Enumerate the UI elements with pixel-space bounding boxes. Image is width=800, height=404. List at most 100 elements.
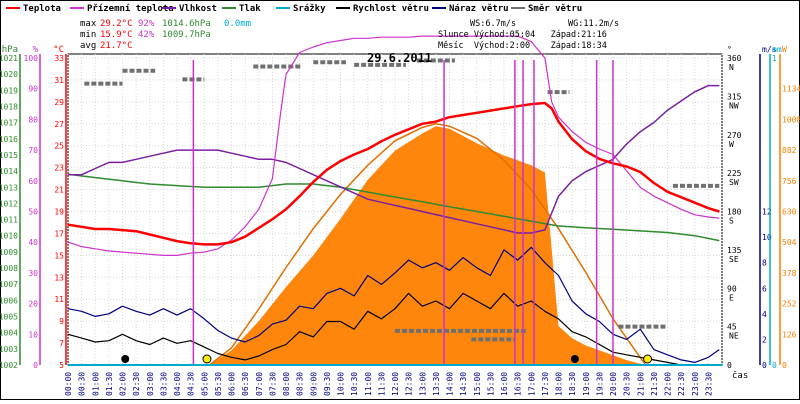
x-tick-label: 12:00: [391, 372, 400, 396]
left-axis-tick-label: 1011: [0, 216, 18, 225]
left-axis-tick-label: 1016: [0, 135, 18, 144]
left-axis-tick-label: 50: [28, 208, 38, 217]
stat-max-temp: 29.2°C: [100, 19, 133, 29]
x-tick-label: 10:30: [350, 372, 359, 396]
left-axis-tick-label: 1009: [0, 248, 18, 257]
stat-avg-label: avg: [80, 41, 96, 51]
right-axis-tick-label: 10: [762, 233, 772, 242]
right-axis-tick-label: 2: [762, 335, 767, 344]
left-axis-tick-label: 1015: [0, 151, 18, 160]
x-tick-label: 21:30: [650, 372, 659, 396]
right-axis-tick-label: 4: [762, 310, 767, 319]
moon-times: Měsíc Východ:2:00 Západ:18:34: [438, 41, 607, 51]
x-tick-label: 06:00: [228, 372, 237, 396]
x-tick-label: 21:00: [636, 372, 645, 396]
left-axis-tick-label: 1019: [0, 86, 18, 95]
right-axis-tick-label: 8: [762, 259, 767, 268]
left-axis-tick-label: 27: [54, 120, 64, 129]
stat-max-press: 1014.6hPa: [162, 19, 211, 29]
x-tick-label: 02:00: [119, 372, 128, 396]
x-tick-label: 23:30: [704, 372, 713, 396]
left-axis-tick-label: 1017: [0, 119, 18, 128]
x-tick-label: 01:00: [91, 372, 100, 396]
x-tick-label: 06:30: [241, 372, 250, 396]
left-axis-tick-label: 9: [59, 317, 64, 326]
left-axis-tick-label: 1007: [0, 280, 18, 289]
x-tick-label: 05:00: [200, 372, 209, 396]
wind-direction-label: SW: [729, 178, 739, 187]
right-axis-tick-label: 630: [782, 208, 797, 217]
x-tick-label: 07:30: [268, 372, 277, 396]
x-tick-label: 11:30: [377, 372, 386, 396]
legend: Teplota Přízemní teplota Vlhkost Tlak Srážky…: [6, 3, 582, 14]
wind-direction-label: NW: [729, 101, 739, 110]
legend-label-prizemni: Přízemní teplota: [87, 4, 174, 14]
stat-max-hum: 92%: [138, 19, 155, 29]
x-tick-label: 11:00: [364, 372, 373, 396]
left-axis-tick-label: 17: [54, 229, 64, 238]
right-axis-tick-label: 6: [762, 284, 767, 293]
left-axis-tick-label: 100: [24, 54, 39, 63]
stat-min-temp: 15.9°C: [100, 30, 133, 40]
left-axis-tick-label: 25: [54, 142, 64, 151]
left-axis-tick-label: 29: [54, 98, 64, 107]
stats-block: max 29.2°C 92% 1014.6hPa 0.0mm min 15.9°…: [80, 19, 251, 51]
x-tick-label: 10:00: [337, 372, 346, 396]
left-axis-tick-label: 20: [28, 300, 38, 309]
right-axis-tick-label: 270: [727, 131, 742, 140]
x-tick-label: 18:00: [555, 372, 564, 396]
right-axis-tick-label: 252: [782, 300, 797, 309]
left-axis-tick-label: 40: [28, 238, 38, 247]
x-tick-label: 15:00: [473, 372, 482, 396]
stat-max-label: max: [80, 19, 97, 29]
legend-label-naraz: Náraz větru: [449, 3, 509, 14]
x-tick-label: 03:30: [159, 372, 168, 396]
right-axis-tick-label: 378: [782, 269, 797, 278]
x-tick-label: 08:30: [296, 372, 305, 396]
x-tick-label: 23:00: [691, 372, 700, 396]
left-axis-tick-label: 30: [28, 269, 38, 278]
x-tick-label: 04:00: [173, 372, 182, 396]
wind-direction-label: N: [729, 63, 734, 72]
x-tick-label: 09:30: [323, 372, 332, 396]
x-tick-label: 14:30: [459, 372, 468, 396]
stat-min-label: min: [80, 30, 96, 40]
stat-min-hum: 42%: [138, 30, 155, 40]
legend-label-rychlost: Rychlost větru: [353, 3, 429, 14]
right-axis-unit: W: [782, 45, 787, 54]
x-tick-label: 20:00: [609, 372, 618, 396]
x-tick-label: 01:30: [105, 372, 114, 396]
axes: hPa1021102010191018101710161015101410131…: [0, 45, 800, 396]
right-axis-unit: °: [727, 45, 732, 54]
left-axis-tick-label: 1003: [0, 345, 18, 354]
stat-max-rain: 0.0mm: [224, 19, 251, 29]
right-axis-tick-label: 1: [772, 54, 777, 63]
wind-direction-label: NE: [729, 332, 739, 341]
wind-wg: WG:11.2m/s: [568, 19, 619, 29]
wind-direction-label: W: [729, 140, 734, 149]
legend-label-vlhkost: Vlhkost: [179, 4, 217, 14]
left-axis-tick-label: 1021: [0, 54, 18, 63]
left-axis-tick-label: 90: [28, 85, 38, 94]
sunset-marker: [643, 354, 653, 364]
series-lines: [67, 35, 722, 366]
stat-min-press: 1009.7hPa: [162, 30, 211, 40]
temperature-line: [67, 101, 720, 246]
x-tick-label: 16:00: [500, 372, 509, 396]
left-axis-tick-label: 70: [28, 146, 38, 155]
left-axis-tick-label: 13: [54, 273, 64, 282]
x-tick-label: 17:00: [527, 372, 536, 396]
sun-theoretical-line: [209, 123, 647, 366]
left-axis-tick-label: 11: [54, 295, 64, 304]
x-tick-label: 00:30: [78, 372, 87, 396]
left-axis-tick-label: 15: [54, 251, 64, 260]
x-tick-label: 15:30: [486, 372, 495, 396]
left-axis-unit: °C: [53, 45, 64, 55]
left-axis-tick-label: 0: [33, 361, 38, 370]
right-axis-tick-label: 1134: [782, 85, 800, 94]
right-axis-unit: mm: [772, 45, 782, 54]
right-axis-tick-label: 315: [727, 92, 742, 101]
chart-title: 29.6.2011: [367, 51, 432, 65]
right-axis-tick-label: 504: [782, 238, 797, 247]
